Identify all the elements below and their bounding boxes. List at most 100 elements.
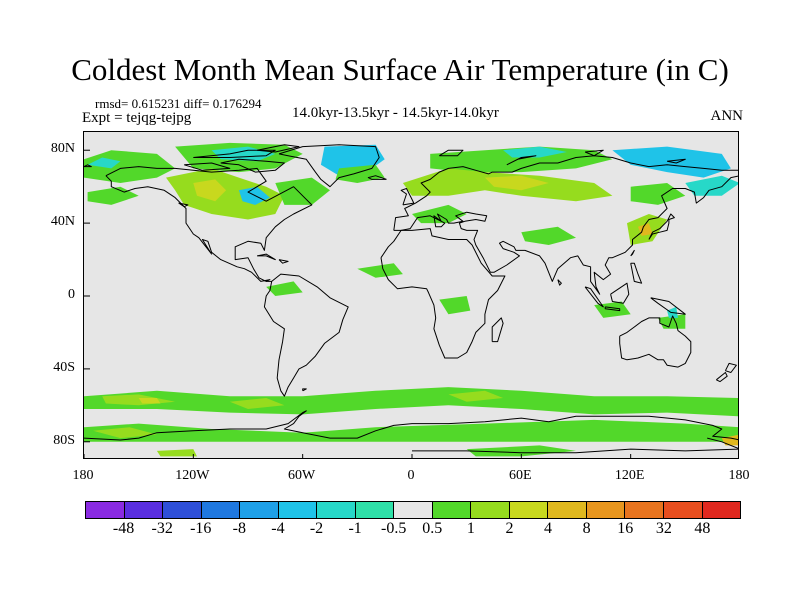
colorbar-swatch xyxy=(278,502,318,518)
coastline-5 xyxy=(278,144,380,188)
colorbar-swatch xyxy=(240,502,279,518)
world-map xyxy=(84,142,738,458)
y-tick-label: 40N xyxy=(50,214,75,230)
colorbar-label: 2 xyxy=(505,520,514,537)
coastline-29 xyxy=(584,149,604,157)
anomaly-region-34 xyxy=(93,427,157,439)
coastline-4 xyxy=(619,315,692,368)
coastline-2 xyxy=(380,228,506,359)
anomaly-region-28 xyxy=(84,387,738,417)
x-tick-label: 120E xyxy=(614,468,645,483)
colorbar-label: -48 xyxy=(112,520,135,537)
colorbar-label: -16 xyxy=(190,520,212,537)
colorbar-swatch xyxy=(394,502,433,518)
colorbar-swatch xyxy=(586,502,626,518)
coastline-layer xyxy=(84,144,738,458)
colorbar-label: 4 xyxy=(544,520,553,537)
colorbar-swatch xyxy=(663,502,703,518)
colorbar-label: 32 xyxy=(655,520,672,537)
coastline-32 xyxy=(412,437,738,454)
colorbar-label: 48 xyxy=(694,520,711,537)
x-tick-label: 180 xyxy=(72,468,94,483)
anomaly-region-18 xyxy=(412,204,467,224)
colorbar-label: -4 xyxy=(271,520,285,537)
anomaly-region-1 xyxy=(87,157,121,169)
colorbar-swatch xyxy=(201,502,241,518)
y-tick-label: 80N xyxy=(50,141,75,157)
colorbar-swatch xyxy=(432,502,472,518)
anomaly-region-8 xyxy=(275,177,330,205)
coastline-10 xyxy=(604,306,621,312)
colorbar-swatch xyxy=(509,502,549,518)
coastline-31 xyxy=(84,164,92,168)
map-plot-area xyxy=(83,131,739,459)
colorbar-swatch xyxy=(86,502,125,518)
coastline-0 xyxy=(105,166,313,282)
anomaly-region-37 xyxy=(466,445,576,457)
colorbar-label: -1 xyxy=(348,520,362,537)
coastline-18 xyxy=(630,262,643,284)
rmsd-diff-text: rmsd= 0.615231 diff= 0.176294 xyxy=(95,96,262,111)
coastline-8 xyxy=(648,213,675,240)
coastline-28 xyxy=(506,155,537,166)
coastline-22 xyxy=(84,410,738,441)
coastline-1 xyxy=(263,273,349,397)
colorbar-label: -8 xyxy=(232,520,246,537)
anomaly-fill-layer xyxy=(84,142,738,457)
colorbar-swatch xyxy=(702,502,741,518)
colorbar-swatch xyxy=(548,502,587,518)
coastline-11 xyxy=(610,282,630,304)
y-tick-label: 80S xyxy=(53,432,75,448)
anomaly-region-0 xyxy=(84,150,176,183)
coastline-6 xyxy=(400,188,415,206)
colorbar-swatch xyxy=(355,502,395,518)
coastline-24 xyxy=(184,162,231,171)
colorbar-swatch xyxy=(625,502,664,518)
x-tick-label: 120W xyxy=(175,468,210,483)
coastline-3 xyxy=(393,155,738,295)
coastline-14 xyxy=(715,372,728,383)
anomaly-region-17 xyxy=(630,183,686,205)
anomaly-region-19 xyxy=(521,226,576,245)
coastline-15 xyxy=(491,317,504,343)
anomaly-region-36 xyxy=(156,449,197,457)
season-text: ANN xyxy=(710,108,744,124)
colorbar-label: -0.5 xyxy=(381,520,407,537)
colorbar-label: 1 xyxy=(466,520,475,537)
coastline-16 xyxy=(557,279,562,286)
x-tick-label: 60E xyxy=(509,468,532,483)
colorbar-label: -32 xyxy=(151,520,173,537)
coastline-12 xyxy=(650,297,686,315)
colorbar xyxy=(85,501,741,519)
coastline-21 xyxy=(178,202,189,208)
anomaly-region-6 xyxy=(193,179,227,202)
x-tick-label: 180 xyxy=(728,468,750,483)
colorbar-swatch xyxy=(163,502,202,518)
anomaly-region-31 xyxy=(229,398,285,409)
coastline-26 xyxy=(257,144,300,153)
coastline-23 xyxy=(220,158,285,173)
anomaly-region-16 xyxy=(685,175,738,196)
y-tick-label: 0 xyxy=(68,287,75,302)
period-text: 14.0kyr-13.5kyr - 14.5kyr-14.0kyr xyxy=(292,105,499,121)
anomaly-region-5 xyxy=(166,168,285,220)
colorbar-label: 0.5 xyxy=(422,520,443,537)
y-tick-label: 40S xyxy=(53,359,75,375)
colorbar-label: 16 xyxy=(617,520,634,537)
coastline-33 xyxy=(302,388,307,392)
anomaly-region-12 xyxy=(503,146,567,158)
colorbar-swatch xyxy=(124,502,164,518)
x-tick-label: 0 xyxy=(407,468,415,483)
colorbar-swatch xyxy=(317,502,356,518)
coastline-19 xyxy=(257,253,276,261)
coastline-17 xyxy=(630,249,635,257)
chart-title: Coldest Month Mean Surface Air Temperatu… xyxy=(71,52,729,87)
coastline-13 xyxy=(724,362,737,373)
colorbar-swatch xyxy=(471,502,510,518)
coastline-7 xyxy=(367,175,387,180)
anomaly-region-30 xyxy=(138,398,161,404)
anomaly-region-24 xyxy=(439,296,471,315)
anomaly-region-33 xyxy=(84,419,738,442)
experiment-text: Expt = tejqg-tejpg xyxy=(82,110,192,126)
colorbar-label: 8 xyxy=(582,520,591,537)
